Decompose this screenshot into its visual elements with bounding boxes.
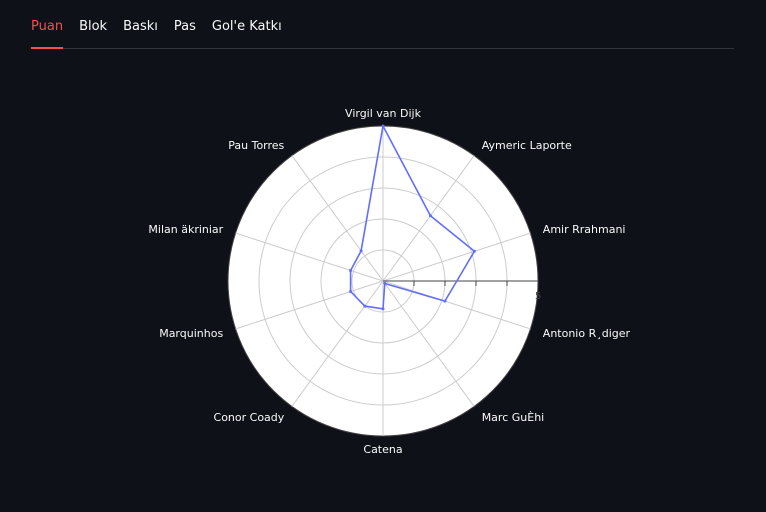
series-point-2 bbox=[428, 214, 432, 218]
grid-spoke-3 bbox=[382, 232, 531, 282]
category-label-5: Marc GuÈhi bbox=[482, 411, 545, 424]
grid-spoke-7 bbox=[291, 280, 384, 407]
category-label-8: Marquinhos bbox=[159, 327, 223, 340]
tab-bar: Puan Blok Baskı Pas Gol'e Katkı bbox=[31, 0, 734, 49]
series-point-9 bbox=[349, 269, 353, 272]
category-label-7: Conor Coady bbox=[214, 411, 285, 424]
tab-baski[interactable]: Baskı bbox=[123, 19, 158, 34]
series-point-5 bbox=[383, 282, 387, 285]
series-point-4 bbox=[443, 299, 447, 303]
grid-spoke-4 bbox=[382, 280, 531, 330]
tab-blok[interactable]: Blok bbox=[79, 19, 108, 34]
series-point-6 bbox=[381, 307, 385, 311]
category-label-10: Pau Torres bbox=[228, 139, 284, 152]
grid-spoke-8 bbox=[235, 280, 384, 330]
grid-spoke-5 bbox=[382, 280, 475, 407]
series-point-3 bbox=[472, 249, 476, 253]
series-point-7 bbox=[363, 304, 367, 308]
series-point-10 bbox=[359, 249, 363, 253]
tab-puan[interactable]: Puan bbox=[31, 0, 64, 49]
category-label-2: Aymeric Laporte bbox=[482, 139, 572, 152]
tab-gole-katki[interactable]: Gol'e Katkı bbox=[211, 19, 282, 34]
radial-tick-label-5: 5 bbox=[535, 291, 541, 302]
category-label-3: Amir Rrahmani bbox=[543, 223, 626, 236]
series-layer bbox=[349, 124, 476, 311]
category-label-9: Milan äkriniar bbox=[148, 223, 223, 236]
grid-spoke-10 bbox=[291, 155, 384, 282]
category-label-1: Virgil van Dijk bbox=[345, 107, 422, 120]
grid-spoke-2 bbox=[382, 155, 475, 282]
tab-pas[interactable]: Pas bbox=[173, 19, 196, 34]
grid-spoke-9 bbox=[235, 232, 384, 282]
category-labels: Virgil van Dijk Aymeric Laporte Amir Rrahm… bbox=[148, 107, 630, 456]
angular-grid bbox=[235, 126, 531, 436]
category-label-4: Antonio R¸diger bbox=[543, 327, 631, 340]
radial-axis: 5 bbox=[383, 280, 541, 302]
category-label-6: Catena bbox=[363, 443, 402, 456]
series-point-1 bbox=[381, 124, 385, 128]
series-point-8 bbox=[349, 290, 353, 293]
